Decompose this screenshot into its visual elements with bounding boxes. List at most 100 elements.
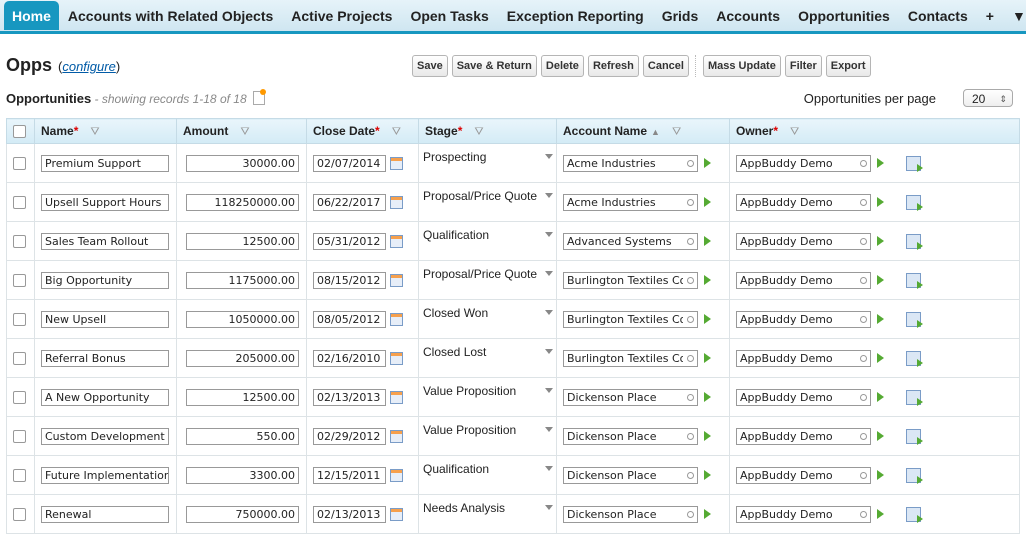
name-input[interactable]: Premium Support bbox=[41, 154, 169, 172]
configure-link[interactable]: configure bbox=[62, 59, 116, 74]
record-detail-icon[interactable] bbox=[906, 467, 923, 484]
close-date-input[interactable]: 12/15/2011 bbox=[313, 466, 386, 484]
dropdown-arrow-icon[interactable] bbox=[545, 466, 553, 471]
stage-cell[interactable]: Proposal/Price Quote bbox=[418, 182, 557, 222]
go-arrow-icon[interactable] bbox=[877, 236, 884, 246]
row-checkbox[interactable] bbox=[13, 469, 26, 483]
amount-input[interactable]: 750000.00 bbox=[186, 505, 299, 523]
close-date-input[interactable]: 02/07/2014 bbox=[313, 154, 386, 172]
amount-input[interactable]: 205000.00 bbox=[186, 349, 299, 367]
amount-input[interactable]: 30000.00 bbox=[186, 154, 299, 172]
name-input[interactable]: Upsell Support Hours bbox=[41, 193, 169, 211]
name-input[interactable]: Big Opportunity bbox=[41, 271, 169, 289]
cancel-button[interactable]: Cancel bbox=[642, 55, 689, 77]
go-arrow-icon[interactable] bbox=[704, 197, 711, 207]
stage-cell[interactable]: Qualification bbox=[418, 221, 557, 261]
close-date-input[interactable]: 02/13/2013 bbox=[313, 505, 386, 523]
row-checkbox[interactable] bbox=[13, 196, 26, 210]
record-detail-icon[interactable] bbox=[906, 155, 923, 172]
record-detail-icon[interactable] bbox=[906, 272, 923, 289]
name-input[interactable]: Sales Team Rollout bbox=[41, 232, 169, 250]
search-icon[interactable] bbox=[860, 393, 867, 401]
row-checkbox[interactable] bbox=[13, 391, 26, 405]
stage-cell[interactable]: Closed Lost bbox=[418, 338, 557, 378]
record-detail-icon[interactable] bbox=[906, 506, 923, 523]
account-lookup-input[interactable]: Acme Industries bbox=[563, 193, 698, 211]
account-lookup-input[interactable]: Acme Industries bbox=[563, 154, 698, 172]
tab-grids[interactable]: Grids bbox=[661, 8, 699, 24]
column-header[interactable]: Owner* ⛛ bbox=[729, 118, 1020, 144]
search-icon[interactable] bbox=[860, 198, 867, 206]
close-date-input[interactable]: 05/31/2012 bbox=[313, 232, 386, 250]
row-checkbox[interactable] bbox=[13, 352, 26, 366]
column-header[interactable]: Close Date* ⛛ bbox=[306, 118, 419, 144]
go-arrow-icon[interactable] bbox=[704, 392, 711, 402]
filter-icon[interactable]: ⛛ bbox=[391, 125, 401, 138]
tab-accounts-with-related-objects[interactable]: Accounts with Related Objects bbox=[67, 8, 274, 24]
amount-input[interactable]: 12500.00 bbox=[186, 232, 299, 250]
close-date-input[interactable]: 08/15/2012 bbox=[313, 271, 386, 289]
row-checkbox[interactable] bbox=[13, 157, 26, 171]
owner-lookup-input[interactable]: AppBuddy Demo bbox=[736, 310, 871, 328]
go-arrow-icon[interactable] bbox=[877, 197, 884, 207]
owner-lookup-input[interactable]: AppBuddy Demo bbox=[736, 232, 871, 250]
stage-cell[interactable]: Value Proposition bbox=[418, 416, 557, 456]
column-header[interactable]: Account Name ▲ ⛛ bbox=[556, 118, 730, 144]
search-icon[interactable] bbox=[860, 237, 867, 245]
calendar-icon[interactable] bbox=[390, 468, 403, 482]
go-arrow-icon[interactable] bbox=[704, 158, 711, 168]
go-arrow-icon[interactable] bbox=[877, 353, 884, 363]
filter-button[interactable]: Filter bbox=[784, 55, 822, 77]
search-icon[interactable] bbox=[687, 198, 694, 206]
close-date-input[interactable]: 02/29/2012 bbox=[313, 427, 386, 445]
calendar-icon[interactable] bbox=[390, 273, 403, 287]
stage-cell[interactable]: Proposal/Price Quote bbox=[418, 260, 557, 300]
record-detail-icon[interactable] bbox=[906, 311, 923, 328]
calendar-icon[interactable] bbox=[390, 156, 403, 170]
owner-lookup-input[interactable]: AppBuddy Demo bbox=[736, 349, 871, 367]
column-header[interactable]: Stage* ⛛ bbox=[418, 118, 557, 144]
dropdown-arrow-icon[interactable] bbox=[545, 310, 553, 315]
go-arrow-icon[interactable] bbox=[877, 158, 884, 168]
stage-cell[interactable]: Value Proposition bbox=[418, 377, 557, 417]
tab-add-icon[interactable]: + bbox=[985, 8, 994, 24]
go-arrow-icon[interactable] bbox=[877, 509, 884, 519]
stage-cell[interactable]: Prospecting bbox=[418, 143, 557, 183]
calendar-icon[interactable] bbox=[390, 429, 403, 443]
dropdown-arrow-icon[interactable] bbox=[545, 232, 553, 237]
stage-cell[interactable]: Needs Analysis bbox=[418, 494, 557, 534]
record-detail-icon[interactable] bbox=[906, 233, 923, 250]
search-icon[interactable] bbox=[687, 159, 694, 167]
owner-lookup-input[interactable]: AppBuddy Demo bbox=[736, 271, 871, 289]
amount-input[interactable]: 1175000.00 bbox=[186, 271, 299, 289]
go-arrow-icon[interactable] bbox=[704, 275, 711, 285]
tab-contacts[interactable]: Contacts bbox=[907, 8, 968, 24]
go-arrow-icon[interactable] bbox=[704, 509, 711, 519]
filter-icon[interactable]: ⛛ bbox=[474, 125, 484, 138]
calendar-icon[interactable] bbox=[390, 390, 403, 404]
search-icon[interactable] bbox=[860, 510, 867, 518]
select-all-checkbox[interactable] bbox=[13, 125, 26, 139]
close-date-input[interactable]: 08/05/2012 bbox=[313, 310, 386, 328]
go-arrow-icon[interactable] bbox=[704, 353, 711, 363]
record-detail-icon[interactable] bbox=[906, 194, 923, 211]
close-date-input[interactable]: 02/13/2013 bbox=[313, 388, 386, 406]
search-icon[interactable] bbox=[860, 159, 867, 167]
search-icon[interactable] bbox=[687, 471, 694, 479]
account-lookup-input[interactable]: Burlington Textiles Co bbox=[563, 271, 698, 289]
row-checkbox[interactable] bbox=[13, 508, 26, 522]
column-header[interactable]: Amount ⛛ bbox=[176, 118, 307, 144]
calendar-icon[interactable] bbox=[390, 507, 403, 521]
dropdown-arrow-icon[interactable] bbox=[545, 349, 553, 354]
per-page-select[interactable]: 20 ⇕ bbox=[963, 89, 1013, 107]
search-icon[interactable] bbox=[860, 315, 867, 323]
amount-input[interactable]: 1050000.00 bbox=[186, 310, 299, 328]
go-arrow-icon[interactable] bbox=[877, 314, 884, 324]
search-icon[interactable] bbox=[687, 315, 694, 323]
search-icon[interactable] bbox=[687, 432, 694, 440]
close-date-input[interactable]: 02/16/2010 bbox=[313, 349, 386, 367]
owner-lookup-input[interactable]: AppBuddy Demo bbox=[736, 505, 871, 523]
name-input[interactable]: Renewal bbox=[41, 505, 169, 523]
record-detail-icon[interactable] bbox=[906, 389, 923, 406]
tab-opportunities[interactable]: Opportunities bbox=[798, 8, 890, 24]
